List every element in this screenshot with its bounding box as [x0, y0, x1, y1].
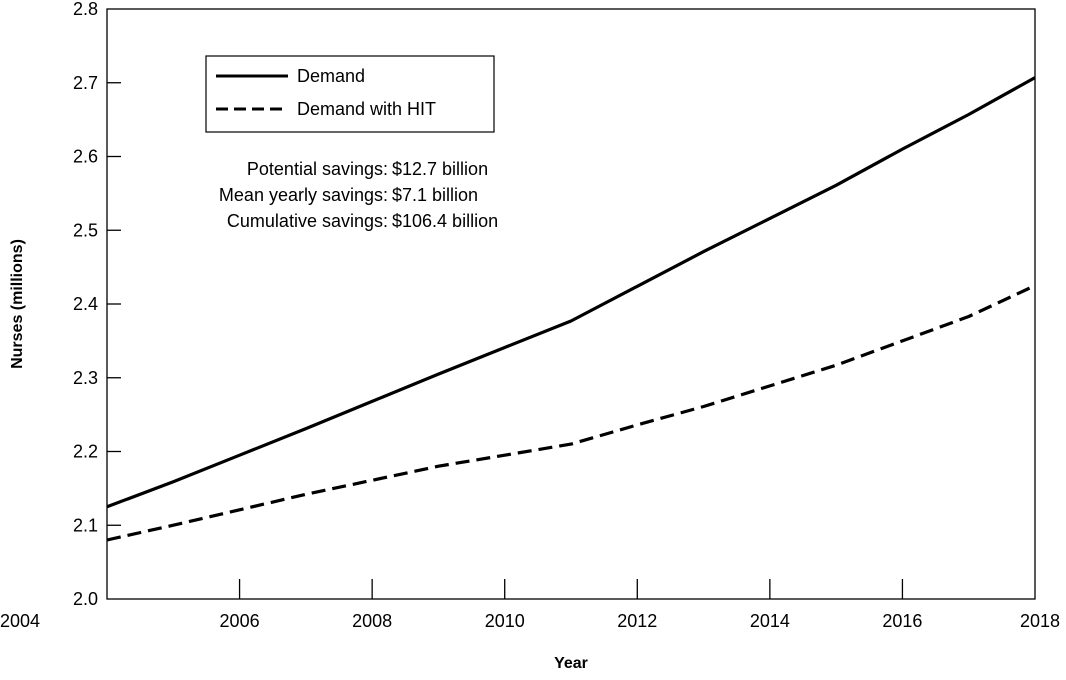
annotation-label-mean-yearly: Mean yearly savings: — [219, 185, 388, 205]
x-tick-label: 2018 — [1020, 611, 1060, 631]
legend-label-demand-with-hit: Demand with HIT — [297, 99, 436, 119]
savings-annotations: Potential savings: $12.7 billion Mean ye… — [219, 159, 498, 231]
y-tick-label: 2.8 — [73, 0, 98, 19]
y-tick-label: 2.5 — [73, 220, 98, 240]
y-tick-label: 2.0 — [73, 589, 98, 609]
y-tick-label: 2.3 — [73, 368, 98, 388]
x-tick-label: 2008 — [352, 611, 392, 631]
y-tick-label: 2.1 — [73, 515, 98, 535]
x-tick-label: 2012 — [617, 611, 657, 631]
legend: Demand Demand with HIT — [206, 56, 494, 132]
annotation-label-cumulative: Cumulative savings: — [227, 211, 388, 231]
y-axis: 2.0 2.1 2.2 2.3 2.4 2.5 2.6 2.7 2.8 — [73, 0, 121, 609]
y-tick-label: 2.7 — [73, 73, 98, 93]
x-tick-label: 2006 — [220, 611, 260, 631]
y-tick-label: 2.6 — [73, 147, 98, 167]
series-line-demand-with-hit — [107, 286, 1035, 540]
x-tick-label: 2014 — [750, 611, 790, 631]
annotation-value-mean-yearly: $7.1 billion — [392, 185, 478, 205]
annotation-value-potential: $12.7 billion — [392, 159, 488, 179]
x-axis: 2004 2006 2008 2010 2012 2014 2016 2018 — [0, 579, 1060, 631]
y-tick-label: 2.4 — [73, 294, 98, 314]
y-axis-title: Nurses (millions) — [9, 239, 26, 369]
x-axis-title: Year — [554, 655, 588, 672]
series-line-demand — [107, 78, 1035, 507]
series-lines — [107, 78, 1035, 540]
legend-label-demand: Demand — [297, 66, 365, 86]
y-tick-label: 2.2 — [73, 442, 98, 462]
x-tick-label: 2010 — [485, 611, 525, 631]
annotation-label-potential: Potential savings: — [247, 159, 388, 179]
x-tick-label: 2016 — [882, 611, 922, 631]
x-tick-label: 2004 — [0, 611, 40, 631]
annotation-value-cumulative: $106.4 billion — [392, 211, 498, 231]
